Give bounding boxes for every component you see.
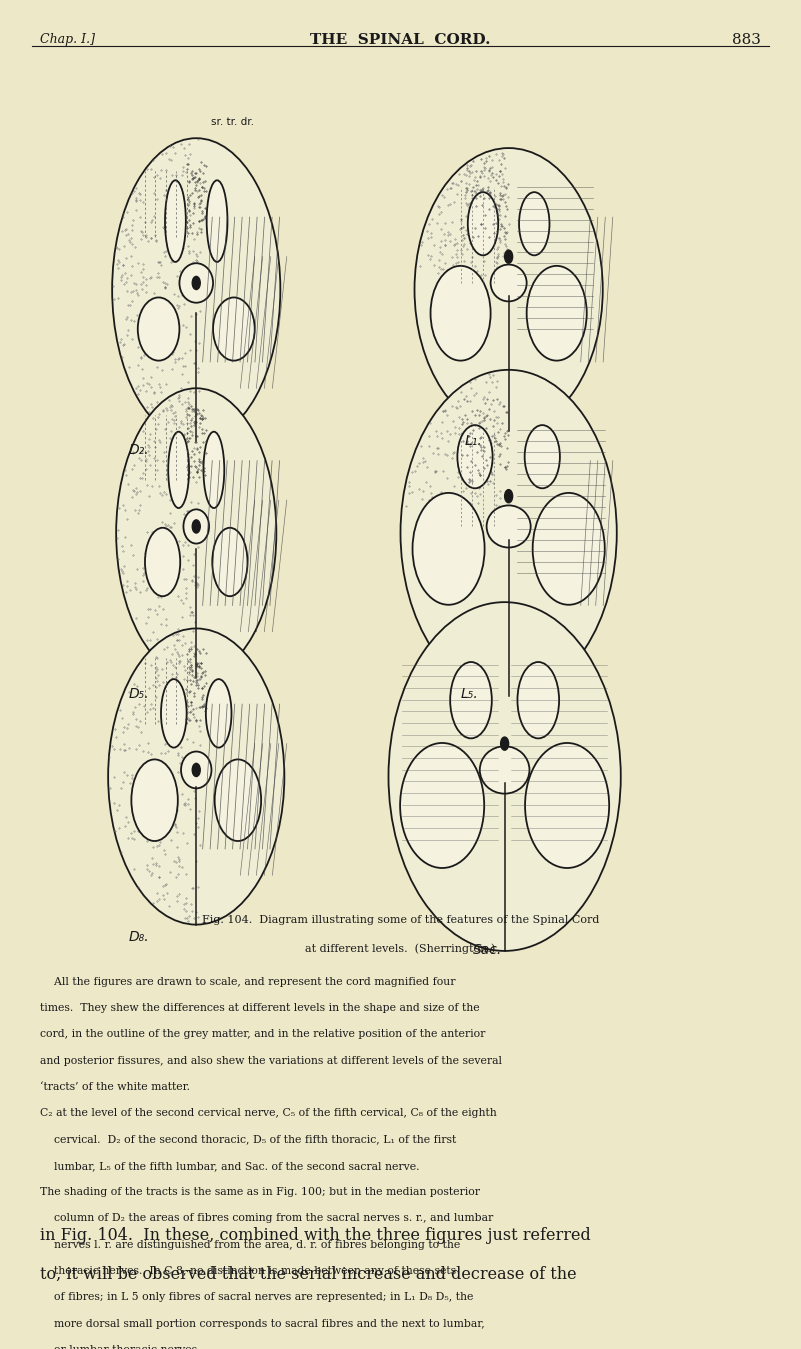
Ellipse shape	[161, 679, 187, 747]
Ellipse shape	[138, 297, 179, 360]
Text: L₁.: L₁.	[465, 434, 482, 448]
Ellipse shape	[213, 297, 255, 360]
Text: C₂ at the level of the second cervical nerve, C₅ of the fifth cervical, C₈ of th: C₂ at the level of the second cervical n…	[40, 1108, 497, 1118]
Ellipse shape	[519, 192, 549, 255]
Ellipse shape	[480, 746, 529, 793]
Text: to, it will be observed that the serial increase and decrease of the: to, it will be observed that the serial …	[40, 1267, 577, 1283]
Text: sr. tr. dr.: sr. tr. dr.	[211, 117, 254, 127]
Text: of fibres; in L 5 only fibres of sacral nerves are represented; in L₁ D₈ D₅, the: of fibres; in L 5 only fibres of sacral …	[40, 1292, 473, 1302]
Text: The shading of the tracts is the same as in Fig. 100; but in the median posterio: The shading of the tracts is the same as…	[40, 1187, 480, 1197]
Ellipse shape	[183, 510, 209, 544]
Text: Fig. 104.  Diagram illustrating some of the features of the Spinal Cord: Fig. 104. Diagram illustrating some of t…	[202, 915, 599, 924]
Circle shape	[505, 490, 513, 503]
Ellipse shape	[181, 751, 211, 788]
Circle shape	[501, 737, 509, 750]
Circle shape	[192, 277, 200, 290]
Text: times.  They shew the differences at different levels in the shape and size of t: times. They shew the differences at diff…	[40, 1002, 480, 1013]
Circle shape	[192, 764, 200, 777]
Ellipse shape	[468, 192, 498, 255]
Ellipse shape	[415, 148, 602, 432]
Text: in Fig. 104.  In these, combined with the three figures just referred: in Fig. 104. In these, combined with the…	[40, 1226, 591, 1244]
Ellipse shape	[457, 425, 493, 488]
Circle shape	[505, 250, 513, 263]
Ellipse shape	[207, 181, 227, 262]
Text: lumbar, L₅ of the fifth lumbar, and Sac. of the second sacral nerve.: lumbar, L₅ of the fifth lumbar, and Sac.…	[40, 1161, 420, 1171]
Text: cord, in the outline of the grey matter, and in the relative position of the ant: cord, in the outline of the grey matter,…	[40, 1029, 485, 1039]
Ellipse shape	[525, 425, 560, 488]
Text: column of D₂ the areas of fibres coming from the sacral nerves s. r., and lumbar: column of D₂ the areas of fibres coming …	[40, 1214, 493, 1224]
Circle shape	[192, 519, 200, 533]
Text: 883: 883	[732, 32, 761, 47]
Text: thoracic nerves.  In C 8, no distinction is made between any of these sets: thoracic nerves. In C 8, no distinction …	[40, 1267, 457, 1276]
Text: more dorsal small portion corresponds to sacral fibres and the next to lumbar,: more dorsal small portion corresponds to…	[40, 1319, 485, 1329]
Ellipse shape	[487, 506, 531, 548]
Ellipse shape	[388, 602, 621, 951]
Ellipse shape	[145, 527, 180, 596]
Text: Chap. I.]: Chap. I.]	[40, 32, 95, 46]
Text: L₅.: L₅.	[461, 687, 478, 700]
Text: or lumbar thoracic nerves.: or lumbar thoracic nerves.	[40, 1345, 200, 1349]
Text: at different levels.  (Sherrington.): at different levels. (Sherrington.)	[305, 944, 496, 954]
Ellipse shape	[203, 432, 224, 509]
Ellipse shape	[431, 266, 490, 360]
Text: D₈.: D₈.	[128, 929, 149, 944]
Text: cervical.  D₂ of the second thoracic, D₅ of the fifth thoracic, L₁ of the first: cervical. D₂ of the second thoracic, D₅ …	[40, 1135, 457, 1144]
Ellipse shape	[490, 264, 527, 301]
Ellipse shape	[517, 662, 559, 738]
Ellipse shape	[527, 266, 587, 360]
Text: D₅.: D₅.	[128, 687, 149, 700]
Ellipse shape	[400, 743, 484, 867]
Ellipse shape	[400, 370, 617, 696]
Ellipse shape	[450, 662, 492, 738]
Text: All the figures are drawn to scale, and represent the cord magnified four: All the figures are drawn to scale, and …	[40, 977, 456, 986]
Ellipse shape	[413, 492, 485, 604]
Ellipse shape	[533, 492, 605, 604]
Ellipse shape	[215, 759, 261, 840]
Ellipse shape	[165, 181, 186, 262]
Ellipse shape	[116, 389, 276, 677]
Ellipse shape	[206, 679, 231, 747]
Ellipse shape	[179, 263, 213, 302]
Text: nerves l. r. are distinguished from the area, d. r. of fibres belonging to the: nerves l. r. are distinguished from the …	[40, 1240, 461, 1249]
Ellipse shape	[212, 527, 248, 596]
Text: and posterior fissures, and also shew the variations at different levels of the : and posterior fissures, and also shew th…	[40, 1055, 502, 1066]
Ellipse shape	[108, 629, 284, 924]
Ellipse shape	[525, 743, 609, 867]
Text: THE  SPINAL  CORD.: THE SPINAL CORD.	[310, 32, 491, 47]
Text: ‘tracts’ of the white matter.: ‘tracts’ of the white matter.	[40, 1082, 190, 1091]
Ellipse shape	[112, 138, 280, 441]
Ellipse shape	[131, 759, 178, 840]
Text: D₂.: D₂.	[128, 442, 149, 457]
Text: Sac.: Sac.	[473, 943, 502, 958]
Ellipse shape	[168, 432, 189, 509]
